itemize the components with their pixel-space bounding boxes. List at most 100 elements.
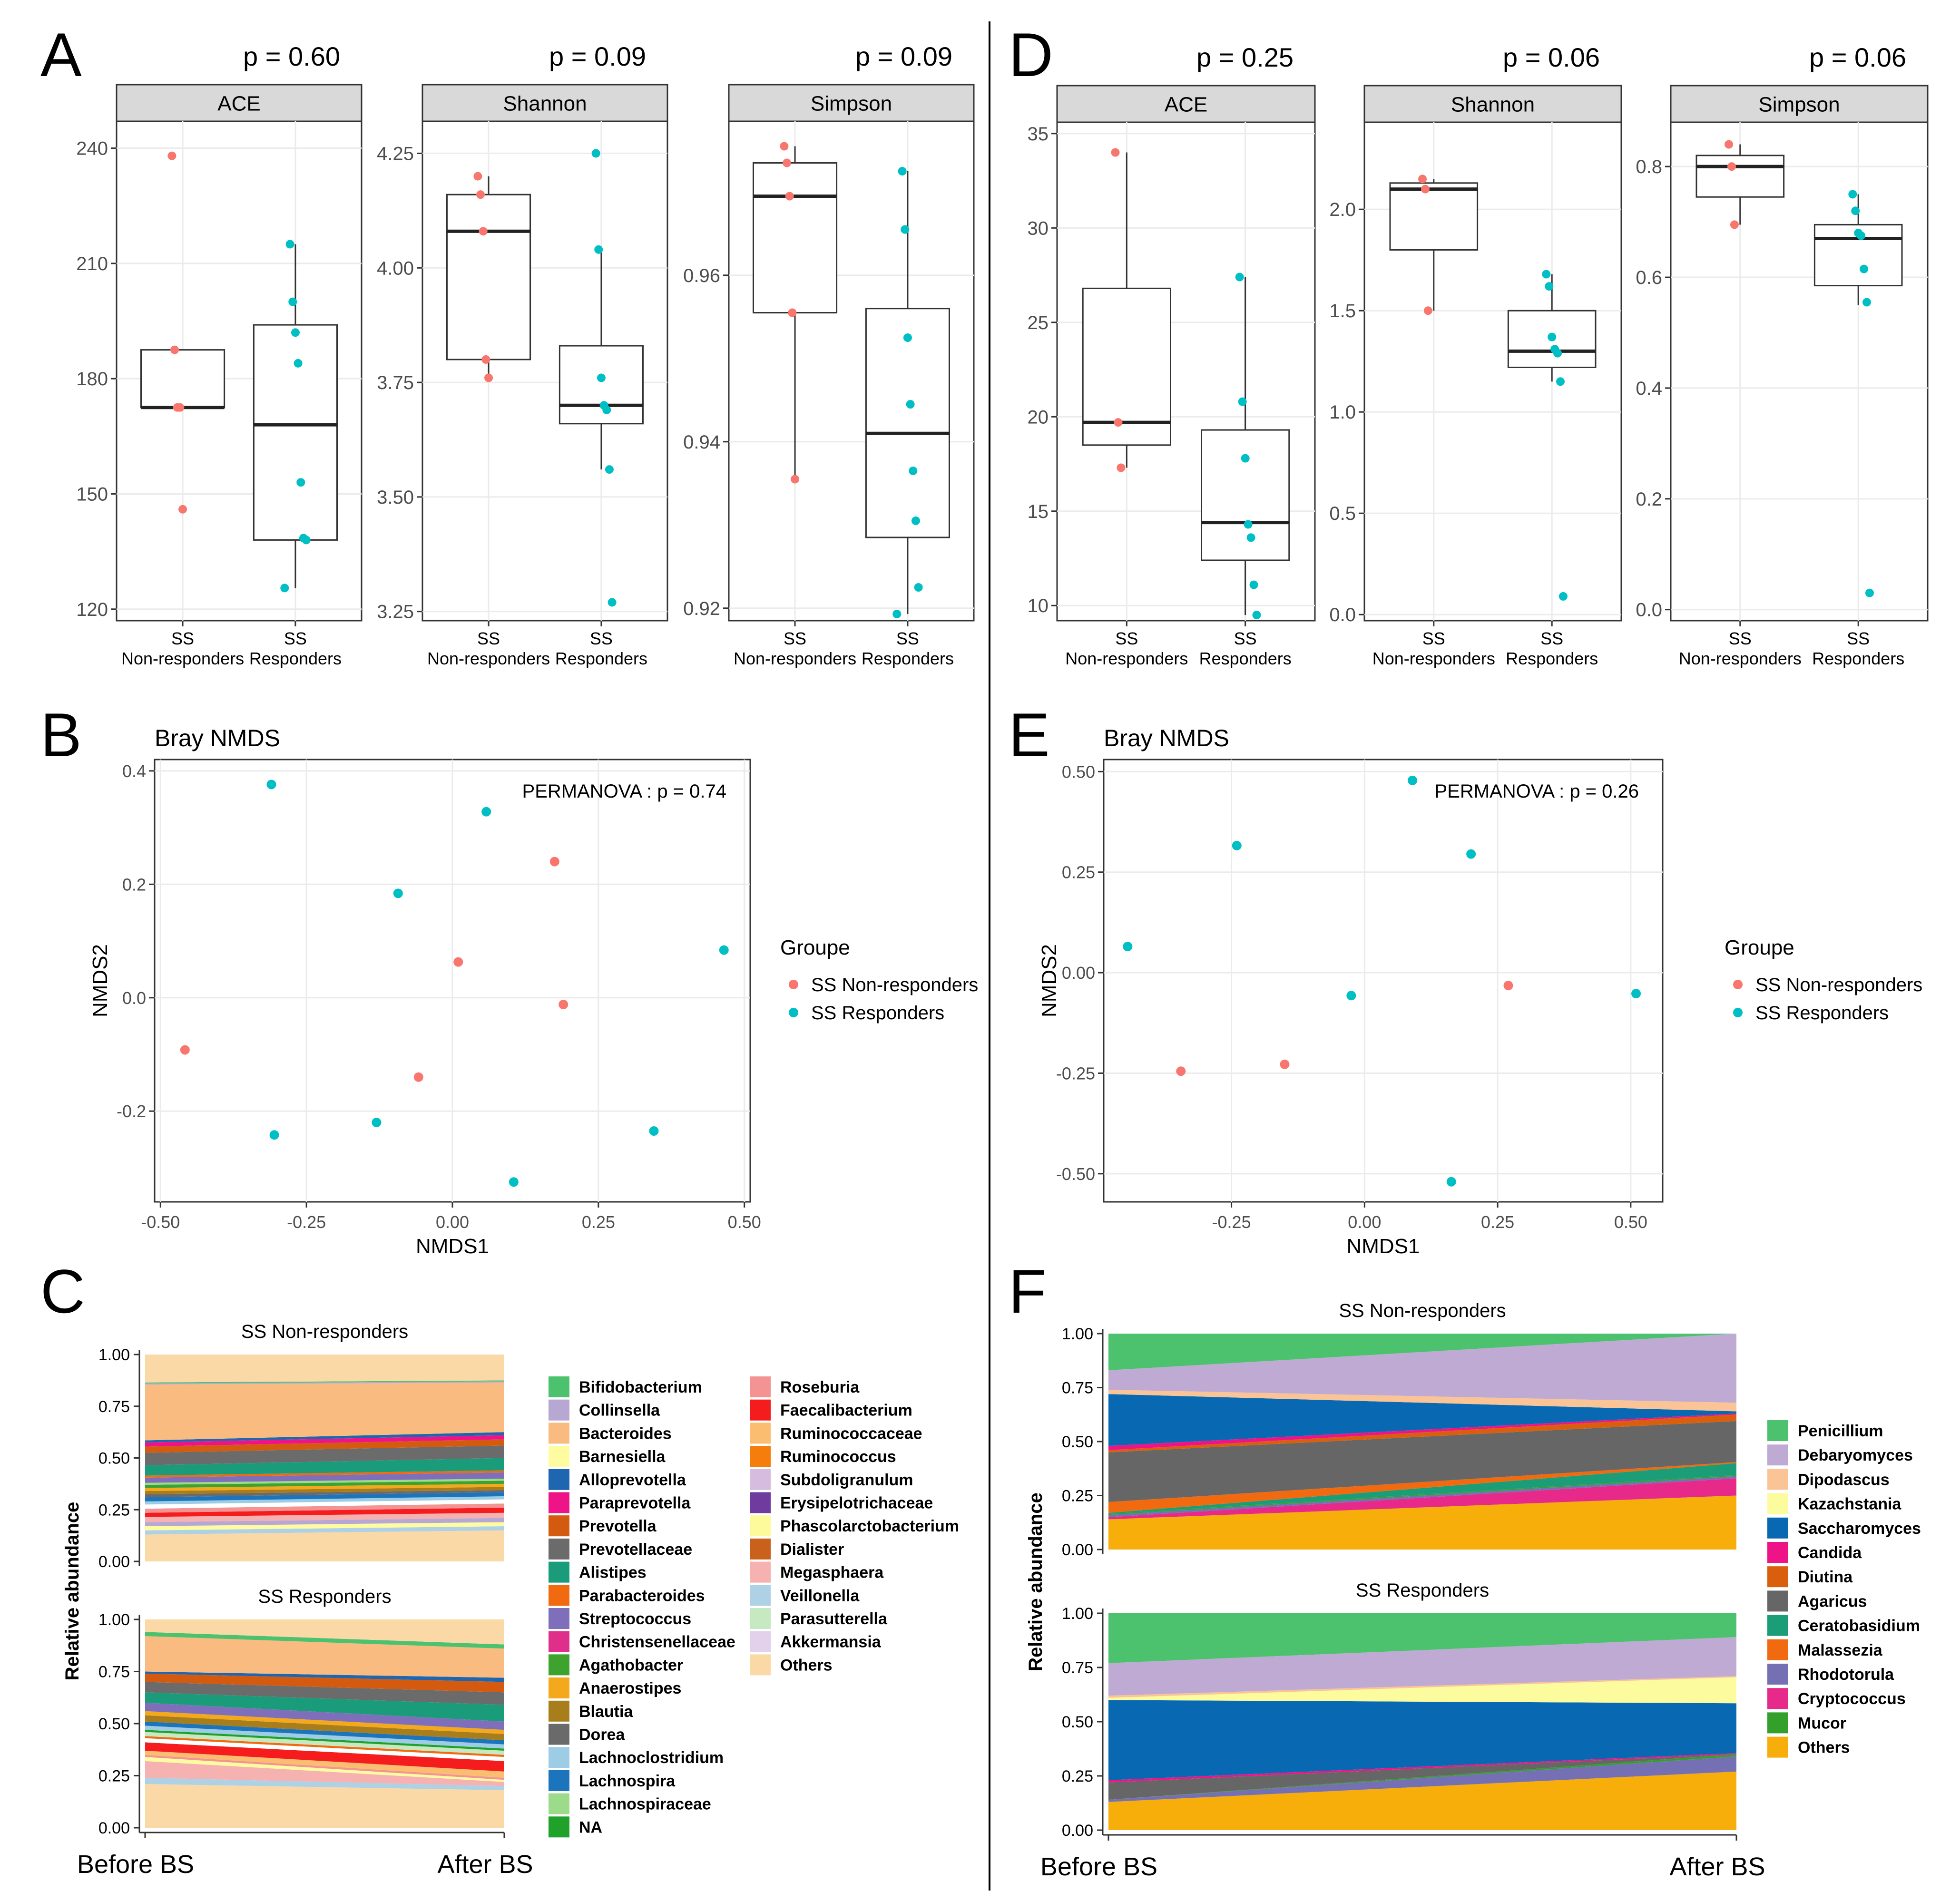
area-layer [145, 1777, 504, 1791]
legend-swatch [549, 1608, 569, 1629]
legend-label: Diutina [1798, 1568, 1853, 1586]
legend: Groupe SS Non-responders SS Responders [1725, 936, 1922, 1024]
area-layer [145, 1470, 504, 1478]
x-tick-label: -0.50 [141, 1212, 180, 1232]
y-tick-label: 20 [1028, 407, 1049, 428]
x-tick-label-top: SS [1422, 629, 1445, 648]
data-point [1423, 306, 1432, 315]
area-layer [145, 1380, 504, 1384]
area-layer [145, 1496, 504, 1505]
data-point [602, 405, 611, 414]
y-tick-label: 0.25 [1062, 863, 1095, 882]
data-point [1235, 273, 1244, 282]
y-tick-label: -0.2 [117, 1102, 146, 1121]
area-layer [145, 1671, 504, 1682]
area-layer [145, 1742, 504, 1772]
data-point [1503, 981, 1513, 991]
facet-title: ACE [217, 92, 260, 116]
x-tick-label-top: SS [171, 629, 194, 648]
data-point [413, 1072, 423, 1082]
data-point [785, 192, 794, 201]
y-tick-label: 0.75 [1062, 1659, 1093, 1677]
data-point [269, 1130, 279, 1140]
legend-swatch [549, 1816, 569, 1838]
legend-label: Cryptococcus [1798, 1690, 1906, 1708]
p-value: p = 0.25 [1196, 42, 1294, 72]
legend-swatch [750, 1376, 771, 1397]
legend-label: Akkermansia [780, 1633, 882, 1651]
legend-swatch [750, 1423, 771, 1444]
legend-label: Debaryomyces [1798, 1446, 1913, 1464]
facet-strip [1363, 85, 1622, 123]
y-tick-label: 0.2 [122, 875, 146, 894]
area-layer-fill [145, 1355, 504, 1383]
legend-label: Anaerostipes [579, 1679, 681, 1697]
legend-label: SS Non-responders [811, 975, 978, 995]
area-layer [145, 1750, 504, 1778]
area-layer [145, 1784, 504, 1828]
legend-label: Barnesiella [579, 1448, 666, 1466]
data-point [1548, 332, 1557, 341]
legend-swatch [549, 1538, 569, 1560]
legend-label: Ruminococcus [780, 1448, 896, 1466]
legend-swatch [1767, 1736, 1788, 1758]
legend-label: Penicillium [1798, 1422, 1883, 1440]
data-point [780, 142, 789, 151]
data-point [288, 297, 297, 306]
x-tick-label: 0.25 [582, 1212, 615, 1232]
data-point [1848, 190, 1857, 199]
data-point [549, 857, 559, 867]
data-point [476, 190, 485, 199]
area-layer [145, 1755, 504, 1780]
legend-label: Blautia [579, 1703, 633, 1721]
boxplot-D3: p = 0.06Simpson0.00.20.40.60.8SSNon-resp… [1636, 42, 1929, 668]
legend-label: Paraprevotella [579, 1494, 691, 1512]
x-tick-label: Before BS [77, 1850, 194, 1879]
box [253, 324, 338, 541]
facet-title: Simpson [811, 92, 892, 116]
legend-swatch [549, 1770, 569, 1791]
data-point [608, 598, 617, 607]
area-layer [1108, 1476, 1736, 1517]
legend-label: Dialister [780, 1540, 844, 1559]
data-point [280, 584, 289, 593]
legend-label: Phascolarctobacterium [780, 1517, 959, 1535]
data-point [1241, 454, 1250, 463]
x-tick-label: -0.25 [1212, 1212, 1251, 1232]
legend-label: Bifidobacterium [579, 1378, 702, 1396]
x-tick-label: Non-responders [1372, 649, 1495, 668]
area-layer [1108, 1478, 1736, 1520]
legend-swatch [1767, 1542, 1788, 1563]
y-tick-label: 3.50 [377, 487, 414, 508]
data-point [453, 957, 463, 967]
legend-label: Streptococcus [579, 1610, 691, 1628]
y-tick-label: 3.75 [377, 372, 414, 393]
legend-label: Erysipelotrichaceae [780, 1494, 933, 1512]
data-point [559, 1000, 568, 1010]
legend-swatch [750, 1654, 771, 1676]
x-tick-label: Non-responders [121, 649, 244, 668]
legend-swatch [549, 1724, 569, 1745]
y-tick-label: 1.00 [98, 1611, 130, 1629]
legend-swatch [750, 1469, 771, 1490]
legend-swatch [549, 1423, 569, 1444]
area-layer [145, 1381, 504, 1385]
area-layer [1108, 1334, 1736, 1371]
data-point [1244, 520, 1253, 529]
legend-swatch [549, 1700, 569, 1722]
y-axis-label: Relative abundance [1025, 1492, 1046, 1671]
facet-title: Shannon [1451, 93, 1535, 117]
legend-title: Groupe [780, 936, 850, 959]
area-layer [1108, 1462, 1736, 1513]
legend-swatch [549, 1747, 569, 1768]
data-point [605, 465, 614, 474]
legend-swatch [750, 1399, 771, 1421]
y-tick-label: -0.25 [1056, 1063, 1095, 1083]
area-layer [145, 1736, 504, 1757]
legend: Bifidobacterium Collinsella Bacteroides Bar… [549, 1376, 959, 1838]
legend-swatch [1767, 1688, 1788, 1709]
legend-label: Megasphaera [780, 1564, 884, 1582]
y-tick-label: 0.25 [1062, 1767, 1093, 1785]
legend-swatch [750, 1585, 771, 1606]
